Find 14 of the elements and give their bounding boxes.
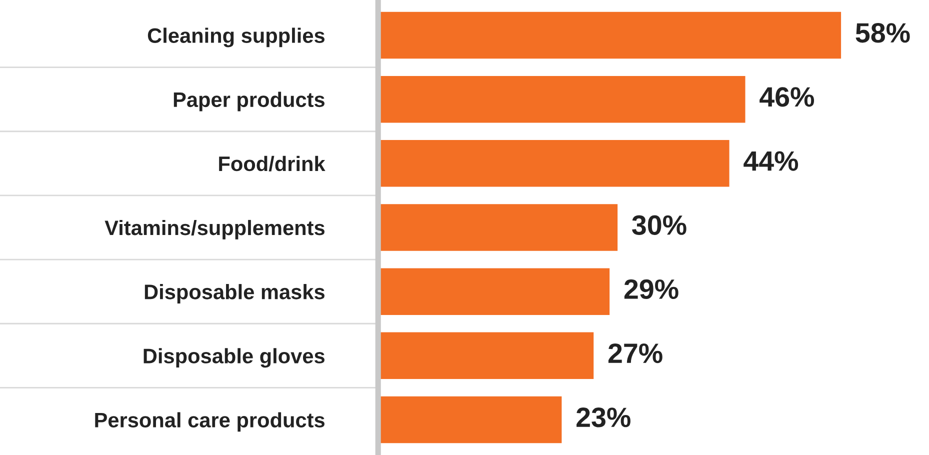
data-label: 23% <box>576 408 630 428</box>
data-label: 58% <box>856 23 910 43</box>
data-label: 46% <box>760 87 814 107</box>
data-label: 27% <box>608 343 662 364</box>
y-tick-label: Food/drink <box>219 156 326 172</box>
data-label: 29% <box>624 279 678 300</box>
data-label: 44% <box>744 151 798 171</box>
y-tick-label: Personal care products <box>95 412 324 432</box>
y-tick-label: Paper products <box>174 92 324 112</box>
y-tick-label: Vitamins/supplements <box>104 220 324 240</box>
y-tick-label: Disposable masks <box>144 284 324 304</box>
data-label: 30% <box>632 215 686 235</box>
y-tick-label: Cleaning supplies <box>148 28 324 48</box>
y-tick-label: Disposable gloves <box>144 348 324 368</box>
